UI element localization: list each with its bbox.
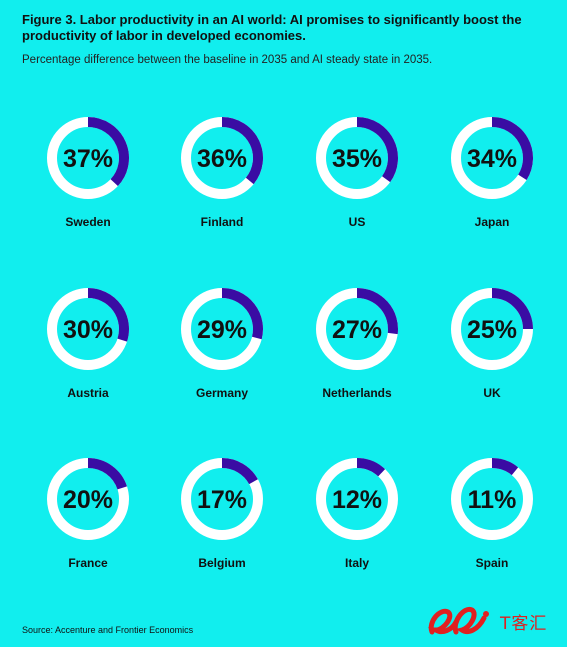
donut-netherlands: 27% Netherlands bbox=[316, 288, 398, 400]
donut-value-arc bbox=[356, 117, 398, 183]
donut-value-label: 17% bbox=[197, 486, 247, 514]
country-label: France bbox=[68, 556, 108, 570]
donut-value-label: 11% bbox=[468, 486, 517, 514]
donut-italy: 12% Italy bbox=[316, 458, 398, 570]
country-label: Germany bbox=[196, 386, 248, 400]
watermark-icon bbox=[427, 606, 489, 635]
donut-value-arc bbox=[491, 288, 533, 330]
donut-value-label: 37% bbox=[63, 145, 113, 173]
donut-value-arc bbox=[221, 458, 258, 485]
watermark-text: T客汇 bbox=[500, 614, 548, 634]
donut-japan: 34% Japan bbox=[451, 117, 533, 229]
donut-uk: 25% UK bbox=[451, 288, 533, 400]
country-label: Sweden bbox=[65, 215, 110, 229]
donut-value-arc bbox=[87, 117, 129, 187]
donut-value-label: 34% bbox=[467, 145, 517, 173]
donut-value-label: 29% bbox=[197, 316, 247, 344]
country-label: Spain bbox=[476, 556, 509, 570]
country-label: Finland bbox=[201, 215, 244, 229]
donut-value-label: 20% bbox=[63, 486, 113, 514]
country-label: UK bbox=[483, 386, 501, 400]
donut-value-label: 36% bbox=[197, 145, 247, 173]
country-label: Japan bbox=[475, 215, 510, 229]
country-label: Netherlands bbox=[322, 386, 392, 400]
donut-spain: 11% Spain bbox=[451, 458, 533, 570]
country-label: Belgium bbox=[198, 556, 245, 570]
donut-value-arc bbox=[221, 288, 263, 340]
watermark-logo: T客汇 bbox=[426, 600, 556, 640]
donut-value-arc bbox=[491, 458, 519, 476]
donut-finland: 36% Finland bbox=[181, 117, 263, 229]
donut-value-arc bbox=[221, 117, 263, 185]
donut-germany: 29% Germany bbox=[181, 288, 263, 400]
donut-value-arc bbox=[356, 458, 386, 477]
donut-value-label: 35% bbox=[332, 145, 382, 173]
donut-value-label: 12% bbox=[332, 486, 382, 514]
country-label: US bbox=[349, 215, 366, 229]
donut-belgium: 17% Belgium bbox=[181, 458, 263, 570]
country-label: Italy bbox=[345, 556, 369, 570]
donut-value-label: 25% bbox=[467, 316, 517, 344]
donut-austria: 30% Austria bbox=[47, 288, 129, 400]
donut-value-arc bbox=[87, 458, 127, 490]
donut-france: 20% France bbox=[47, 458, 129, 570]
donut-value-label: 30% bbox=[63, 316, 113, 344]
donut-value-label: 27% bbox=[332, 316, 382, 344]
donut-us: 35% US bbox=[316, 117, 398, 229]
source-note: Source: Accenture and Frontier Economics bbox=[22, 625, 194, 635]
chart-subtitle: Percentage difference between the baseli… bbox=[22, 54, 433, 66]
donut-value-arc bbox=[87, 288, 129, 342]
country-label: Austria bbox=[67, 386, 109, 400]
chart-title: Figure 3. Labor productivity in an AI wo… bbox=[22, 12, 522, 43]
donut-sweden: 37% Sweden bbox=[47, 117, 129, 229]
donut-value-arc bbox=[491, 117, 533, 180]
donut-value-arc bbox=[356, 288, 398, 335]
